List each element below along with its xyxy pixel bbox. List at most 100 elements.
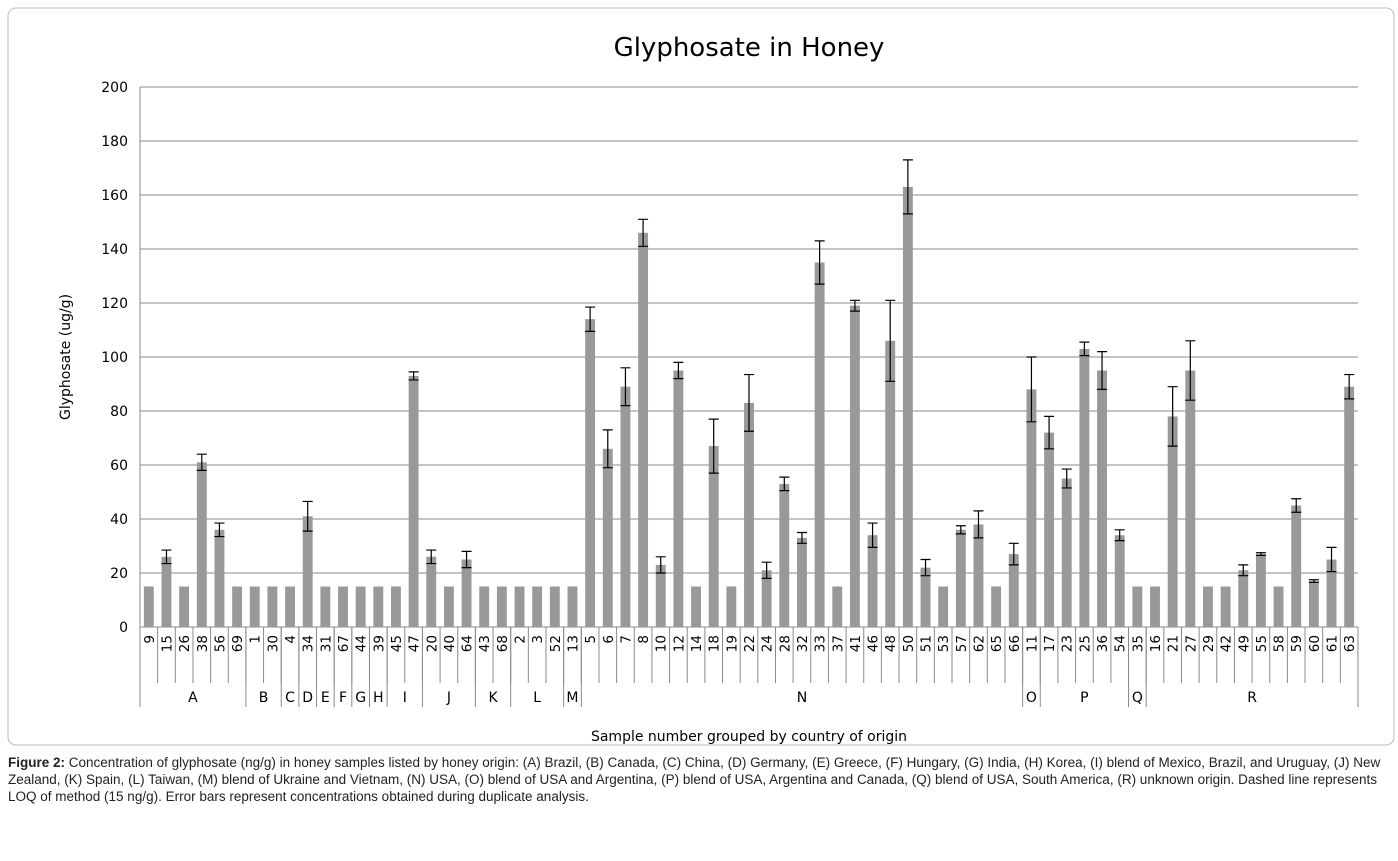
error-bar [1008,542,1019,566]
bar [973,524,984,627]
bar [673,370,684,627]
x-tick-label: 35 [1130,635,1146,652]
x-tick-label: 64 [460,635,476,652]
bar [1220,586,1231,627]
error-bar [902,159,913,215]
bar [338,586,348,627]
x-tick-label: 51 [919,635,935,652]
bar [514,586,525,627]
bar [1150,586,1160,627]
x-tick-label: 2 [513,635,529,644]
bar [955,529,966,627]
group-label: J [446,690,451,706]
bar [814,262,825,627]
bar [1344,386,1355,627]
y-tick-label: 80 [110,404,128,420]
bar [902,186,913,627]
group-label: P [1080,690,1088,706]
bar [1238,570,1249,627]
error-bar [1326,546,1337,573]
x-tick-label: 41 [848,635,864,652]
error-bar [796,531,807,544]
x-tick-label: 67 [336,635,352,652]
x-tick-label: 17 [1042,635,1058,652]
bar [1308,581,1319,627]
error-bar [1344,373,1355,400]
bar [1008,554,1019,627]
x-tick-label: 16 [1148,635,1164,652]
bar [938,586,949,627]
x-tick-label: 68 [495,635,511,652]
x-tick-label: 66 [1007,635,1023,652]
x-tick-label: 52 [548,635,564,652]
error-bar [638,218,649,247]
bar [620,386,631,627]
bar [1291,505,1302,627]
bar [496,586,507,627]
x-tick-label: 18 [707,635,723,652]
x-tick-label: 13 [565,635,581,652]
bar [1026,389,1037,627]
caption: Figure 2: Concentration of glyphosate (n… [8,754,1388,805]
y-tick-label: 160 [101,188,128,204]
x-axis-label: Sample number grouped by country of orig… [591,729,907,745]
bar [1079,348,1090,627]
y-axis-label: Glyphosate (ug/g) [58,294,74,420]
bar [320,586,331,627]
bar [355,586,366,627]
x-tick-label: 33 [813,635,829,652]
error-bar [1255,552,1266,557]
y-tick-label: 180 [101,134,128,150]
x-tick-label: 28 [777,635,793,652]
x-tick-label: 24 [760,635,776,652]
x-tick-label: 54 [1113,635,1129,652]
bar [267,586,278,627]
error-bar [1061,468,1072,489]
group-label: A [188,690,198,706]
bar [567,586,578,627]
y-tick-label: 120 [101,296,128,312]
bar [285,586,295,627]
x-tick-label: 34 [301,635,317,652]
bar [1044,432,1055,627]
x-tick-label: 12 [671,635,687,652]
caption-text: Concentration of glyphosate (ng/g) in ho… [8,755,1381,804]
x-tick-label: 44 [354,635,370,652]
group-label: K [488,690,498,706]
error-bar [1167,386,1178,447]
x-tick-label: 7 [618,635,634,644]
bar [1273,586,1284,627]
x-tick-label: 30 [265,635,281,652]
x-tick-label: 15 [159,635,175,652]
x-tick-label: 29 [1201,635,1217,652]
group-label: N [797,690,807,706]
x-tick-label: 63 [1342,635,1358,652]
x-tick-label: 10 [654,635,670,652]
bar [744,402,754,627]
bar [885,340,896,627]
error-bar [973,510,984,539]
y-tick-label: 140 [101,242,128,258]
error-bar [673,361,684,380]
error-bar [779,476,790,492]
x-tick-label: 6 [601,635,617,644]
x-tick-label: 4 [283,635,299,644]
x-tick-label: 37 [830,635,846,652]
bar [549,586,560,627]
x-tick-label: 39 [371,635,387,652]
error-bar [602,429,613,469]
error-bar [867,522,878,548]
chart: Glyphosate in Honey Glyphosate (ug/g) Sa… [7,7,1395,746]
bar [1114,535,1125,627]
bar [479,586,490,627]
x-tick-label: 38 [195,635,211,652]
group-label: R [1247,690,1257,706]
x-tick-label: 48 [883,635,899,652]
x-tick-label: 26 [177,635,193,652]
error-bar [1185,340,1196,401]
x-tick-label: 40 [442,635,458,652]
y-tick-label: 20 [110,566,128,582]
x-tick-label: 14 [689,635,705,652]
bar [761,570,772,627]
